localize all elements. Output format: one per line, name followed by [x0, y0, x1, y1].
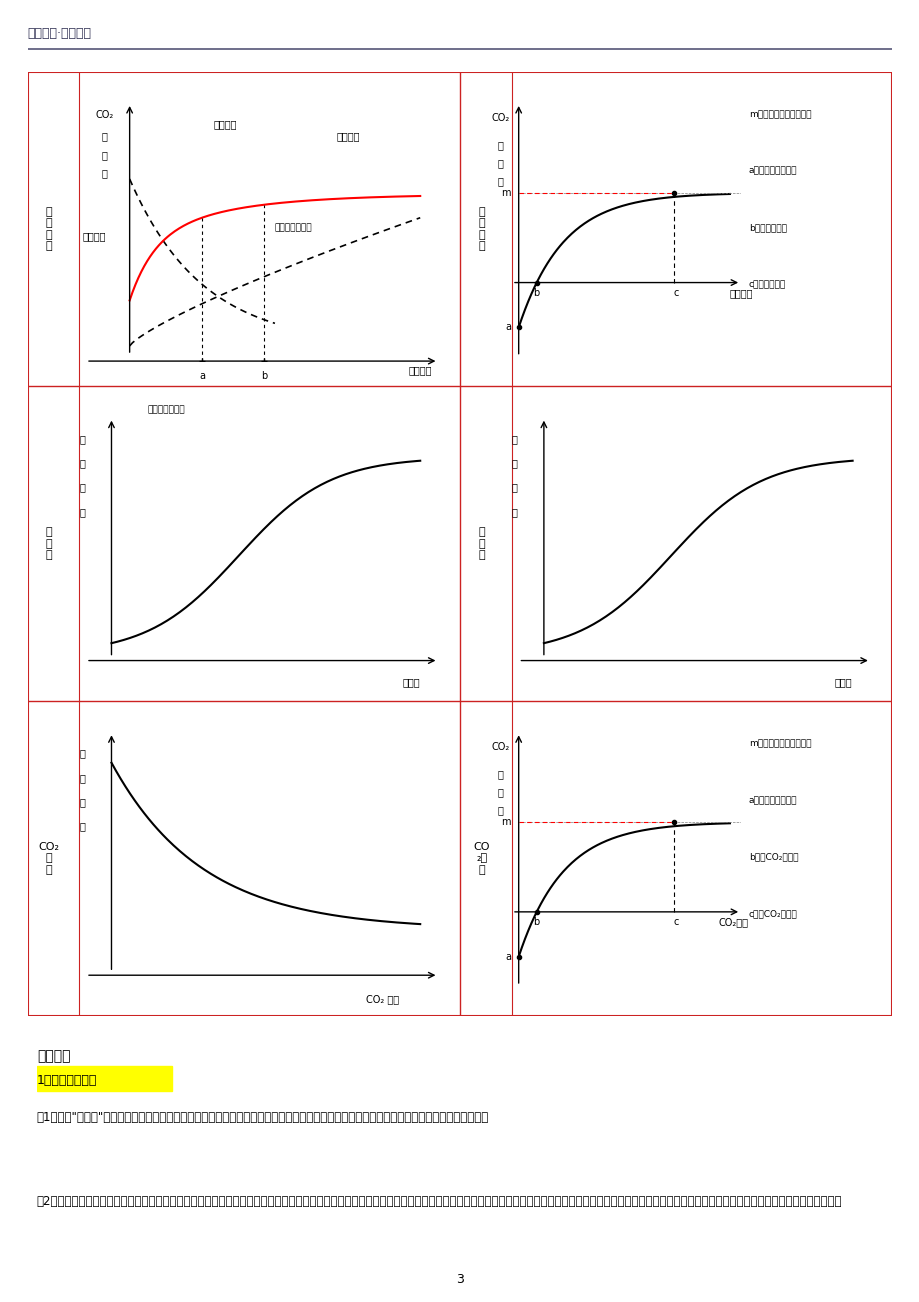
Text: a点：细胞呼吸速率: a点：细胞呼吸速率 [748, 796, 796, 805]
Text: 吸: 吸 [79, 773, 85, 783]
Text: 量: 量 [497, 805, 504, 815]
Text: 速: 速 [511, 483, 517, 492]
Text: 氧气浓度: 氧气浓度 [408, 366, 432, 375]
Text: m点：最大光合作用速率: m点：最大光合作用速率 [748, 740, 811, 749]
Text: c: c [673, 288, 678, 298]
Text: CO₂: CO₂ [95, 111, 113, 120]
Text: 合: 合 [511, 458, 517, 469]
Text: 四、应用: 四、应用 [37, 1049, 70, 1062]
Text: 细胞呼吸最弱点: 细胞呼吸最弱点 [148, 406, 186, 415]
Text: b点：CO₂补偿点: b点：CO₂补偿点 [748, 853, 798, 862]
Text: 吸: 吸 [79, 458, 85, 469]
Text: b: b [533, 918, 539, 927]
Text: 高考生物·二轮专题: 高考生物·二轮专题 [28, 27, 92, 40]
Text: 率: 率 [511, 506, 517, 517]
Text: CO₂: CO₂ [492, 113, 509, 122]
Text: 厌氧呼吸: 厌氧呼吸 [83, 232, 106, 242]
Text: 含水量: 含水量 [402, 677, 419, 687]
Text: a点：细胞呼吸速率: a点：细胞呼吸速率 [748, 167, 796, 176]
Text: 吸: 吸 [497, 769, 504, 779]
Text: b: b [261, 371, 267, 381]
Text: （2）对于板结的土壤及时进行松土透气，可以使根细胞进行充分的有氧呼吸，从而有利于根系的生长和对无机盐的吸收。此外，松土透气还有利于土壤中好氧微生物的生长繁殖，这: （2）对于板结的土壤及时进行松土透气，可以使根细胞进行充分的有氧呼吸，从而有利于… [37, 1195, 842, 1208]
Text: 需氧呼吸: 需氧呼吸 [336, 132, 359, 142]
Text: m: m [501, 187, 510, 198]
Text: 收: 收 [497, 788, 504, 797]
Text: a: a [505, 323, 510, 332]
Text: 氧
气
浓
度: 氧 气 浓 度 [46, 207, 52, 251]
Text: CO
₂浓
度: CO ₂浓 度 [473, 841, 489, 875]
Text: CO₂ 浓度: CO₂ 浓度 [366, 995, 399, 1005]
Text: 量: 量 [101, 168, 107, 178]
Text: 收: 收 [497, 158, 504, 168]
Text: 释: 释 [101, 132, 107, 142]
Text: c点：光饱和点: c点：光饱和点 [748, 280, 785, 289]
Text: CO₂浓度: CO₂浓度 [718, 918, 748, 927]
Text: 1、细胞呼吸应用: 1、细胞呼吸应用 [37, 1074, 97, 1087]
Text: 细胞呼吸: 细胞呼吸 [213, 120, 236, 129]
Text: 含水量: 含水量 [834, 677, 851, 687]
Text: 光照强度: 光照强度 [729, 288, 753, 298]
Text: 量: 量 [497, 176, 504, 186]
Text: m: m [501, 818, 510, 827]
Text: 率: 率 [79, 822, 85, 832]
Text: 吸: 吸 [497, 139, 504, 150]
Text: a: a [199, 371, 205, 381]
Text: 光: 光 [511, 434, 517, 444]
Bar [37, 1066, 172, 1091]
Text: 速: 速 [79, 797, 85, 807]
Text: CO₂
浓
度: CO₂ 浓 度 [39, 841, 60, 875]
Text: c点：CO₂饱和点: c点：CO₂饱和点 [748, 909, 797, 918]
Text: m点：最大光合作用速率: m点：最大光合作用速率 [748, 109, 811, 118]
Text: 放: 放 [101, 150, 107, 160]
Text: 率: 率 [79, 506, 85, 517]
Text: a: a [505, 952, 510, 962]
Text: c: c [673, 918, 678, 927]
Text: b: b [533, 288, 539, 298]
Text: 光
照
强
度: 光 照 强 度 [478, 207, 484, 251]
Text: 速: 速 [79, 483, 85, 492]
Text: 水
含
量: 水 含 量 [478, 527, 484, 560]
Text: 呼: 呼 [79, 749, 85, 759]
Text: CO₂: CO₂ [492, 742, 509, 753]
Text: 厌氧呼吸消失点: 厌氧呼吸消失点 [275, 224, 312, 233]
Text: 3: 3 [456, 1273, 463, 1285]
Text: 呼: 呼 [79, 434, 85, 444]
Text: （1）选用"创可贴"等敷料包扎伤口，既为伤口敷上了药物，又为伤口创造了疏松透气的环境、避免厌氧病原菌的繁殖，从而有利于伤口的痊愈。: （1）选用"创可贴"等敷料包扎伤口，既为伤口敷上了药物，又为伤口创造了疏松透气的… [37, 1111, 489, 1124]
Text: 水
含
量: 水 含 量 [46, 527, 52, 560]
Text: b点：光补偿点: b点：光补偿点 [748, 223, 786, 232]
